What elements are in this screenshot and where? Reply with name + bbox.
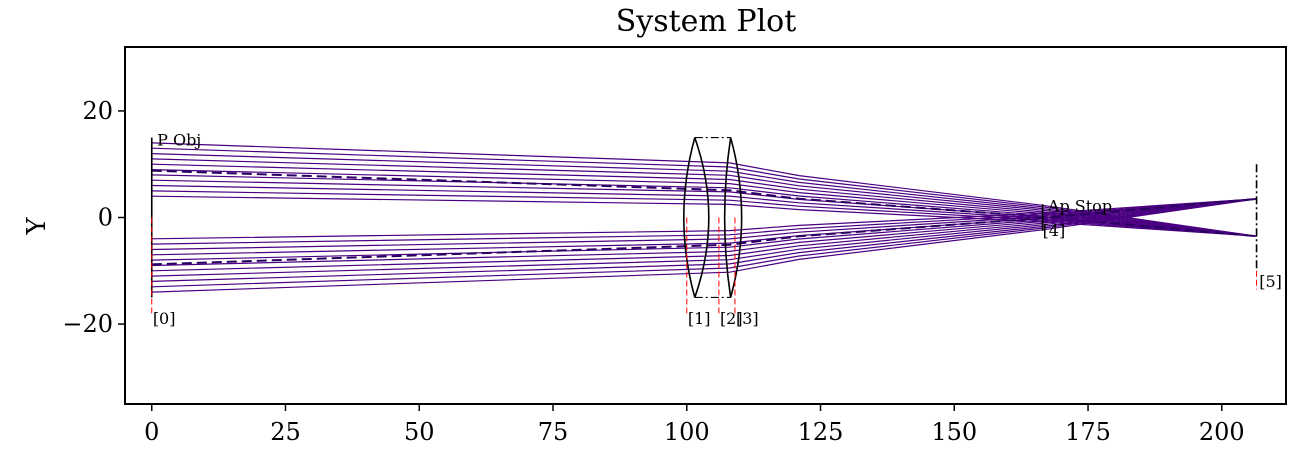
surface-annotation: P Obj <box>157 131 201 150</box>
ray-line <box>151 169 1257 237</box>
ray-line <box>151 198 1257 240</box>
surface-label: [0] <box>153 309 176 328</box>
y-tick-label: 20 <box>82 97 113 125</box>
ray-line <box>151 174 1257 237</box>
lens-surface-1 <box>683 137 696 298</box>
y-tick-label: 0 <box>98 204 113 232</box>
x-tick-label: 125 <box>798 418 844 446</box>
y-axis-ticks: −20 0 20 <box>62 97 125 338</box>
ray-line <box>151 198 1257 282</box>
ray-line <box>151 198 1257 277</box>
lens-surface-3 <box>729 137 743 298</box>
ray-line <box>151 198 1257 245</box>
x-tick-label: 175 <box>1065 418 1111 446</box>
x-tick-label: 200 <box>1199 418 1245 446</box>
surface-label: [2] <box>720 309 743 328</box>
surface-label: [5] <box>1259 272 1282 291</box>
surface-label: [4] <box>1043 221 1066 240</box>
chief-ray-line <box>151 197 1257 266</box>
ray-line <box>151 198 1257 288</box>
lens-surface-4 <box>723 137 732 298</box>
chief-ray-line <box>151 169 1257 238</box>
x-tick-label: 100 <box>664 418 710 446</box>
x-tick-label: 75 <box>538 418 569 446</box>
x-axis-ticks: 0 25 50 75 100 125 150 175 200 <box>144 404 1245 446</box>
ray-line <box>151 198 1257 272</box>
ray-line <box>151 198 1257 293</box>
surface-annotation: Ap Stop <box>1047 197 1112 216</box>
x-tick-label: 50 <box>404 418 435 446</box>
y-axis-label: Y <box>22 217 52 236</box>
y-tick-label: −20 <box>62 310 113 338</box>
surface-label: [1] <box>688 309 711 328</box>
x-tick-label: 0 <box>144 418 159 446</box>
ray-line <box>151 190 1257 237</box>
lens-surface-2 <box>694 137 710 298</box>
ray-line <box>151 195 1257 237</box>
ray-line <box>151 198 1257 267</box>
ray-line <box>151 198 1257 261</box>
plot-frame <box>124 46 1287 405</box>
ray-trace-layer <box>151 142 1257 293</box>
x-tick-label: 25 <box>270 418 301 446</box>
chart-title: System Plot <box>616 4 797 39</box>
x-tick-label: 150 <box>931 418 977 446</box>
optical-surfaces-layer <box>150 136 1258 314</box>
surface-label: [3] <box>736 309 759 328</box>
surface-labels-layer: [0] [1] [2][3] [4] [5] P Obj Ap Stop <box>153 131 1282 328</box>
